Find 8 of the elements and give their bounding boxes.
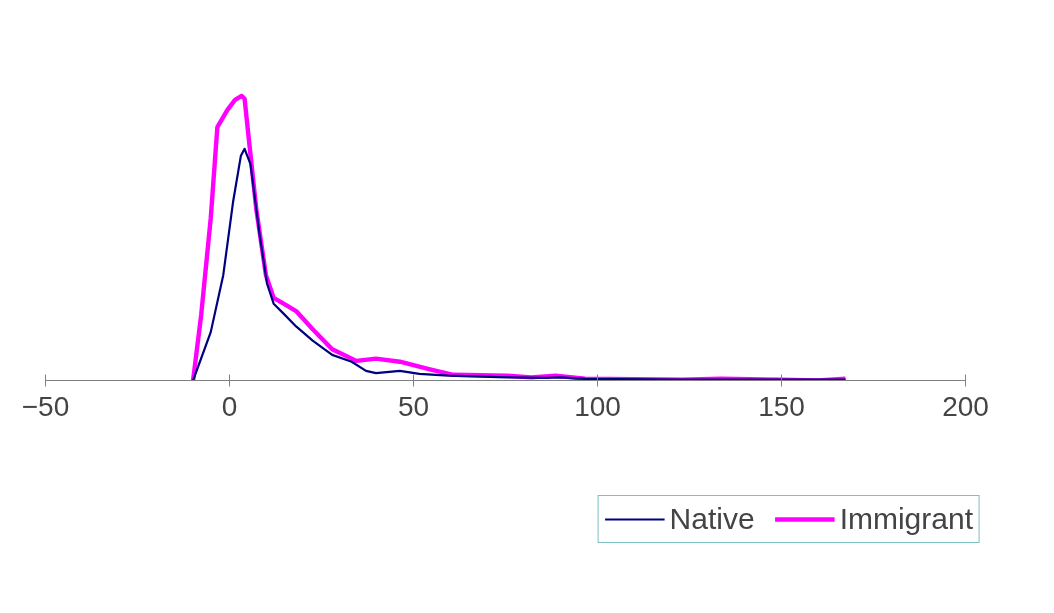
x-tick-label: 50 xyxy=(397,390,430,422)
x-tick-label: −50 xyxy=(21,390,70,422)
x-tick-label: 100 xyxy=(574,390,621,422)
legend-label: Immigrant xyxy=(839,502,973,536)
x-tick-label: 0 xyxy=(221,390,238,422)
x-tick-label: 200 xyxy=(942,390,989,422)
x-tick-label: 150 xyxy=(758,390,805,422)
legend-label: Native xyxy=(669,502,755,536)
